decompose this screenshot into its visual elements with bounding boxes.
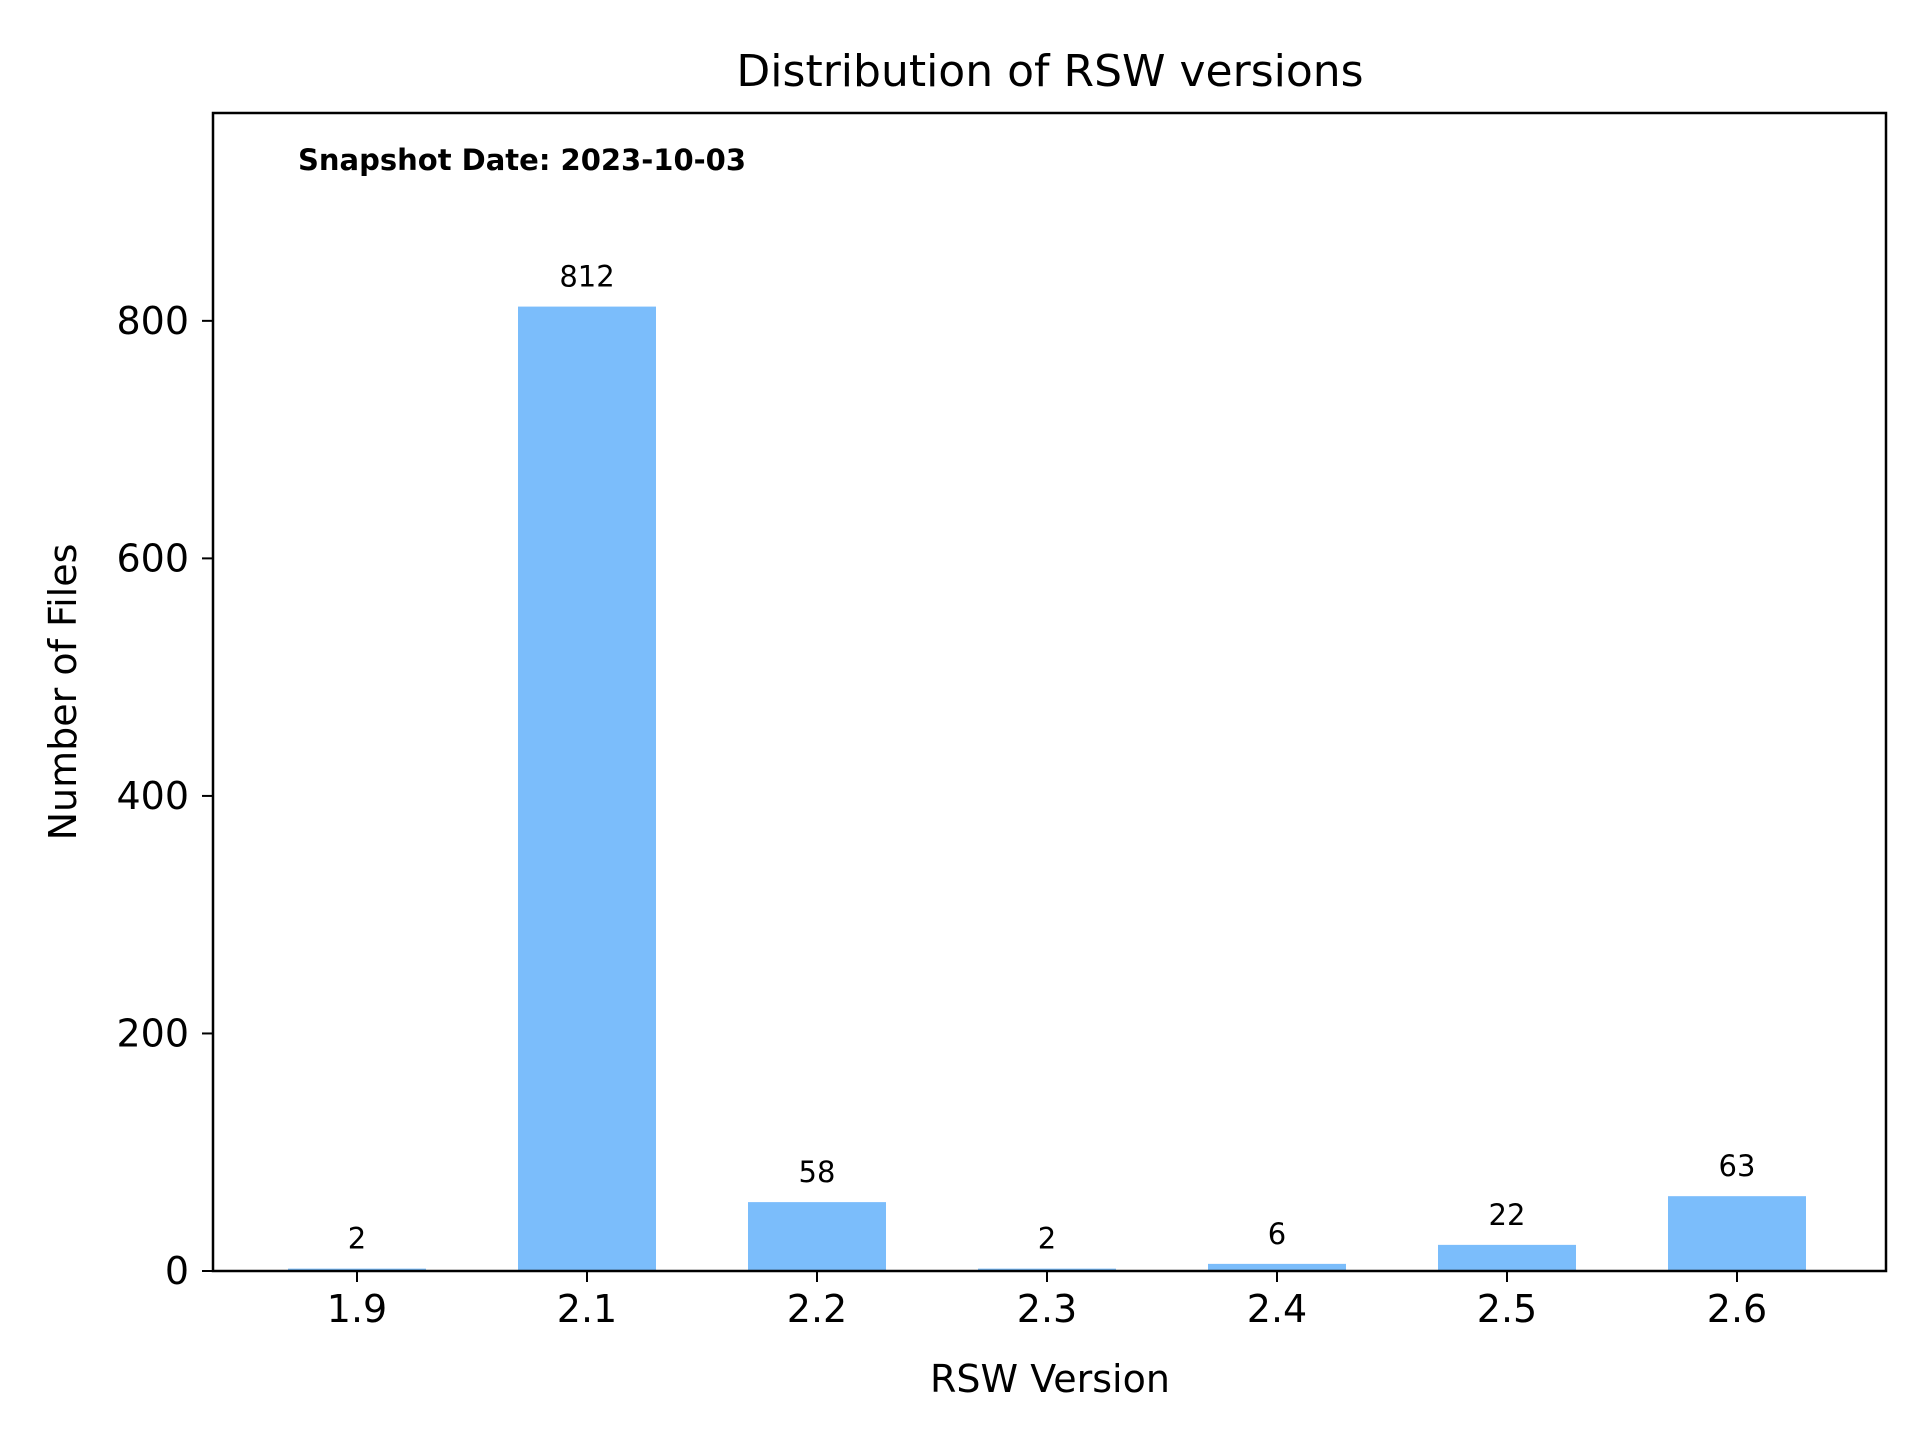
bar-2.1: [518, 306, 656, 1271]
x-tick-label-1.9: 1.9: [327, 1287, 387, 1331]
x-tick-label-2.3: 2.3: [1017, 1287, 1077, 1331]
data-label-2.4: 6: [1268, 1217, 1286, 1251]
y-tick-label-0: 0: [165, 1249, 189, 1293]
data-label-2.5: 22: [1489, 1198, 1526, 1232]
data-labels-layer: 2 812 58 2 6 22 63: [348, 260, 1756, 1256]
bar-2.2: [748, 1202, 886, 1271]
y-axis: 0 200 400 600 800: [116, 299, 213, 1293]
x-tick-label-2.1: 2.1: [557, 1287, 617, 1331]
bar-2.6: [1668, 1196, 1806, 1271]
plot-area-frame: [211, 111, 1888, 1273]
x-axis: 1.9 2.1 2.2 2.3 2.4 2.5 2.6: [327, 1271, 1767, 1331]
y-axis-label: Number of Files: [41, 544, 85, 841]
snapshot-date-annotation: Snapshot Date: 2023-10-03: [298, 143, 746, 177]
y-tick-label-600: 600: [116, 536, 189, 580]
x-tick-label-2.6: 2.6: [1707, 1287, 1767, 1331]
data-label-2.3: 2: [1038, 1222, 1056, 1256]
bar-2.4: [1208, 1263, 1346, 1271]
x-tick-label-2.2: 2.2: [787, 1287, 847, 1331]
bars-layer: [288, 306, 1806, 1271]
x-tick-label-2.4: 2.4: [1247, 1287, 1307, 1331]
chart-title: Distribution of RSW versions: [736, 46, 1363, 97]
x-tick-label-2.5: 2.5: [1477, 1287, 1537, 1331]
y-tick-label-400: 400: [116, 774, 189, 818]
y-tick-label-200: 200: [116, 1011, 189, 1055]
data-label-2.6: 63: [1719, 1149, 1756, 1183]
bar-2.5: [1438, 1244, 1576, 1271]
data-label-1.9: 2: [348, 1222, 366, 1256]
x-axis-label: RSW Version: [930, 1357, 1170, 1401]
y-tick-label-800: 800: [116, 299, 189, 343]
data-label-2.2: 58: [799, 1155, 836, 1189]
data-label-2.1: 812: [559, 260, 614, 294]
